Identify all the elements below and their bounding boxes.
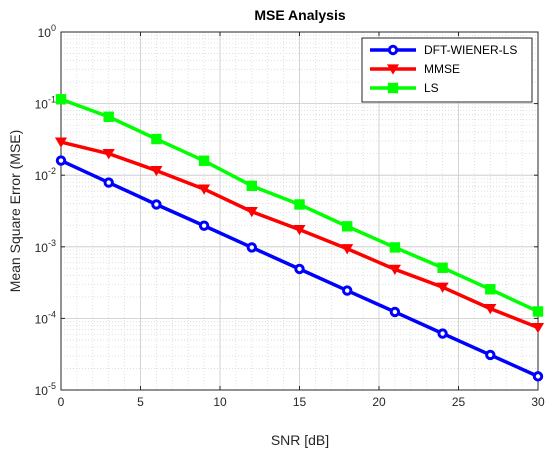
x-tick-label: 20 (372, 395, 386, 409)
data-point-center (106, 180, 111, 185)
data-point (293, 224, 306, 236)
data-point-center (297, 266, 302, 272)
data-point-center (440, 331, 445, 336)
data-point-center (201, 223, 207, 228)
legend-marker-center (390, 47, 396, 53)
data-point-center (392, 309, 398, 315)
data-point (150, 165, 163, 177)
x-tick-label: 0 (58, 395, 65, 409)
x-tick-label: 30 (531, 395, 545, 409)
data-point (437, 262, 448, 273)
data-point-center (535, 374, 541, 379)
x-tick-label: 15 (293, 395, 307, 409)
legend-item: DFT-WIENER-LS (370, 43, 517, 57)
series-dft-wiener-ls (55, 155, 544, 382)
data-point (484, 304, 497, 315)
data-point (151, 133, 162, 145)
data-point (103, 111, 114, 122)
data-point (532, 306, 544, 317)
data-point (198, 155, 210, 166)
legend-label: DFT-WIENER-LS (424, 43, 517, 57)
legend-label: LS (424, 81, 439, 95)
x-tick-label: 10 (213, 395, 227, 409)
series-ls (55, 94, 544, 317)
data-point (198, 184, 211, 195)
legend-item: LS (370, 81, 439, 95)
y-tick-label: 10-4 (35, 309, 56, 326)
legend-label: MMSE (424, 62, 460, 76)
data-point (436, 282, 449, 293)
x-axis: 0 5 10 15 20 25 30 (58, 32, 545, 409)
data-point-center (249, 245, 254, 250)
data-point-center (58, 158, 64, 163)
chart-title: MSE Analysis (254, 7, 346, 23)
legend-marker (387, 82, 399, 94)
legend-marker (386, 64, 400, 75)
data-point (54, 137, 68, 148)
data-point (531, 322, 545, 334)
series-layer (54, 94, 545, 382)
data-point (246, 180, 257, 192)
data-point-center (154, 202, 159, 207)
data-point (245, 207, 258, 218)
x-axis-label: SNR [dB] (271, 432, 329, 448)
data-point (388, 264, 401, 275)
y-tick-label: 10-2 (35, 166, 56, 183)
y-axis-label: Mean Square Error (MSE) (7, 130, 23, 293)
data-point-center (488, 352, 493, 358)
legend: DFT-WIENER-LS MMSE LS (361, 37, 533, 103)
data-point (485, 284, 496, 295)
data-point (342, 221, 353, 232)
y-tick-label: 10-5 (35, 381, 56, 398)
data-point (55, 94, 67, 105)
x-tick-label: 25 (452, 395, 466, 409)
y-tick-label: 10-3 (35, 238, 56, 255)
data-point (341, 244, 354, 255)
series-mmse (54, 137, 545, 334)
data-point (102, 149, 115, 160)
x-tick-label: 5 (137, 395, 144, 409)
data-point (389, 242, 401, 253)
legend-item: MMSE (370, 62, 460, 76)
data-point-center (345, 288, 350, 293)
y-tick-label: 100 (38, 23, 56, 40)
data-point (294, 199, 305, 210)
y-tick-label: 10-1 (35, 95, 56, 112)
